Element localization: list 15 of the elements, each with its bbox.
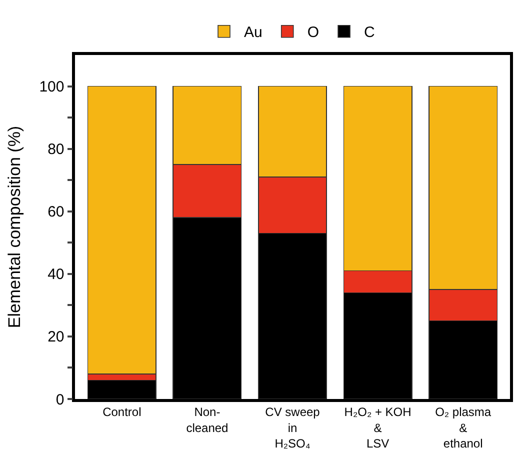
y-tick-label: 100 [39, 78, 64, 96]
x-tick-label: CV sweep in H₂SO₄ [265, 405, 320, 450]
legend-label: C [364, 24, 376, 42]
y-tick-label: 40 [48, 266, 64, 284]
y-axis-title: Elemental composition (%) [4, 126, 24, 328]
y-tick-label: 60 [48, 204, 64, 221]
x-tick-label: Control [102, 405, 142, 420]
y-tick-label: 80 [48, 141, 64, 158]
legend-label: Au [244, 24, 262, 42]
legend-label: O [307, 24, 320, 42]
y-tick-label: 20 [48, 328, 64, 346]
x-tick-label: O₂ plasma & ethanol [435, 405, 492, 450]
y-tick-label: 0 [56, 391, 64, 408]
x-tick-label: Non- cleaned [186, 405, 228, 435]
x-tick-label: H₂O₂ + KOH & LSV [344, 405, 412, 450]
